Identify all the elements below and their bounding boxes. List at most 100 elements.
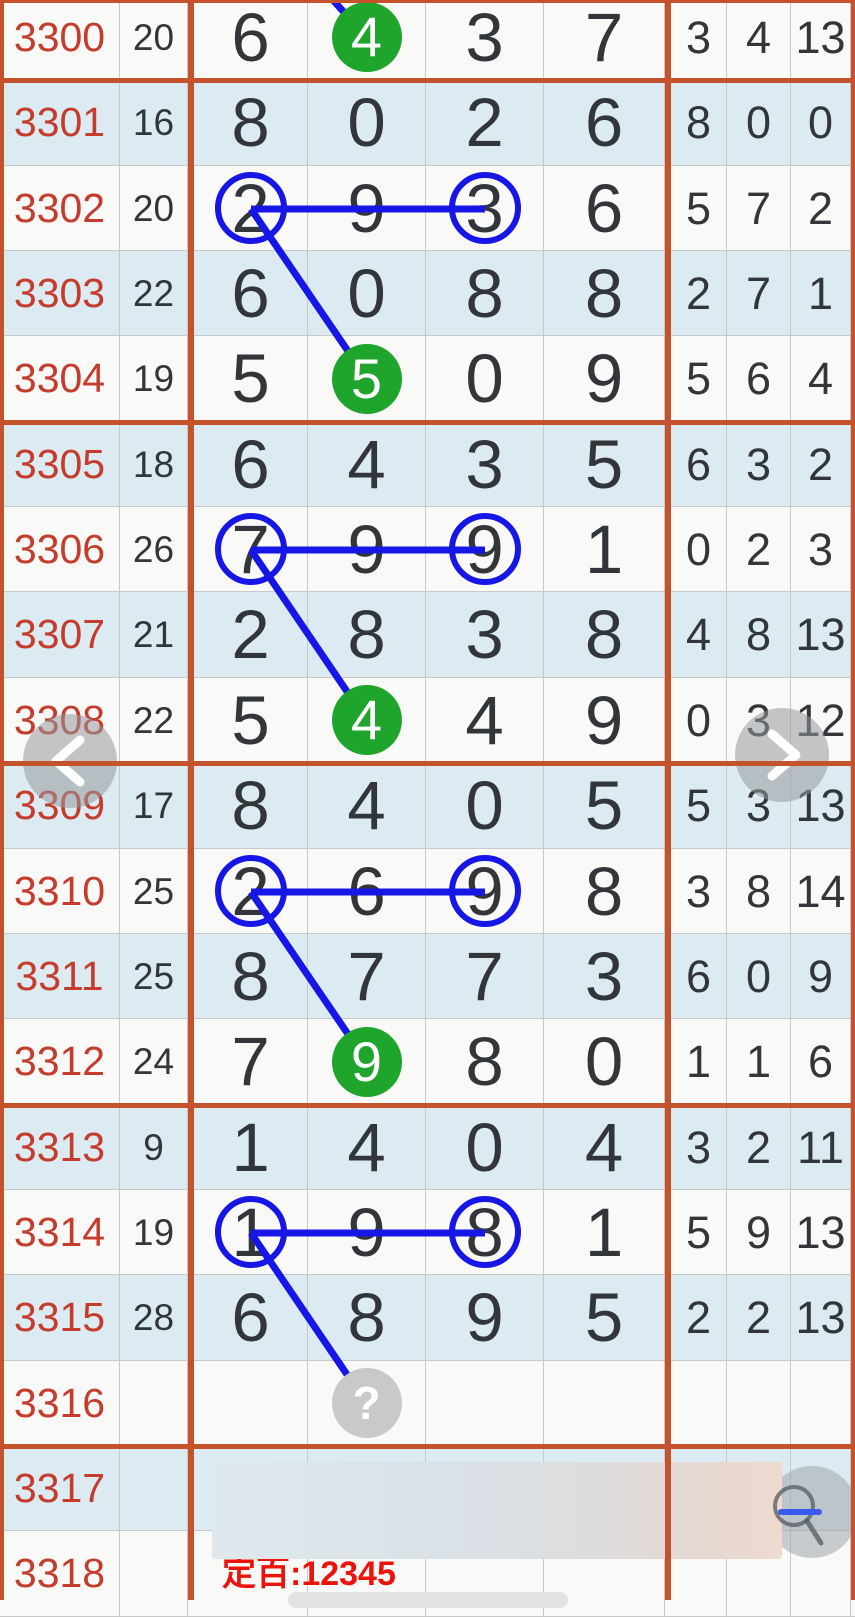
cell-value: 2 bbox=[685, 267, 712, 319]
cell-value: 26 bbox=[132, 528, 175, 570]
small-stat-cell: 2 bbox=[671, 251, 727, 335]
big-digit-cell: 2 bbox=[194, 166, 308, 250]
cell-value: 5 bbox=[584, 767, 624, 844]
big-digit-cell bbox=[194, 1361, 308, 1445]
big-digit-cell: 3 bbox=[426, 592, 544, 677]
big-digit-cell: 9 bbox=[308, 166, 426, 250]
cell-value: 17 bbox=[132, 785, 175, 826]
big-digit-cell: 2 bbox=[194, 592, 308, 677]
period-cell: 3313 bbox=[0, 1105, 120, 1189]
big-digit-cell: 3 bbox=[544, 934, 665, 1018]
small-stat-cell bbox=[727, 1361, 791, 1445]
cell-value: 18 bbox=[132, 443, 175, 485]
big-digit-cell: 6 bbox=[544, 166, 665, 250]
small-stat-cell: 14 bbox=[791, 849, 851, 933]
sum-cell: 24 bbox=[120, 1019, 188, 1104]
cell-value: 3301 bbox=[13, 99, 106, 145]
big-digit-cell bbox=[426, 1361, 544, 1445]
green-hit-disc: 4 bbox=[331, 685, 402, 755]
cell-value: 2 bbox=[745, 1292, 772, 1343]
cell-value: 9 bbox=[347, 510, 386, 588]
sum-cell: 25 bbox=[120, 934, 188, 1018]
cell-value: 4 bbox=[584, 1108, 624, 1186]
big-digit-cell: 4 bbox=[308, 678, 426, 762]
cell-value: 3317 bbox=[13, 1464, 106, 1511]
cell-value: 6 bbox=[231, 254, 270, 332]
small-stat-cell: 3 bbox=[671, 1105, 727, 1189]
cell-value: 4 bbox=[347, 1108, 386, 1186]
cell-value: 3304 bbox=[13, 355, 106, 401]
big-digit-cell bbox=[544, 1361, 665, 1445]
cell-value: 9 bbox=[347, 1193, 386, 1271]
big-digit-cell: 4 bbox=[308, 0, 426, 79]
cell-value: 3 bbox=[685, 11, 712, 63]
fixed-hundred-label: 定百:12345 bbox=[222, 1555, 396, 1593]
table-row: 3300 20 6 4 3 7 3 4 13 bbox=[0, 0, 855, 80]
big-digit-cell: 5 bbox=[544, 1275, 665, 1360]
next-page-button[interactable] bbox=[735, 708, 829, 802]
cell-value: 0 bbox=[465, 767, 504, 844]
cell-value: 8 bbox=[584, 852, 624, 930]
toast-bar bbox=[288, 1592, 568, 1608]
table-row: 3307 21 2 8 3 8 4 8 13 bbox=[0, 592, 855, 678]
big-digit-cell: 2 bbox=[194, 849, 308, 933]
big-digit-cell: 9 bbox=[308, 507, 426, 591]
big-digit-cell: 8 bbox=[426, 1190, 544, 1274]
small-stat-cell: 6 bbox=[791, 1019, 851, 1104]
small-stat-cell: 3 bbox=[671, 0, 727, 79]
period-cell: 3314 bbox=[0, 1190, 120, 1274]
table-row: 3301 16 8 0 2 6 8 0 0 bbox=[0, 80, 855, 166]
cell-value: 5 bbox=[584, 1279, 624, 1356]
cell-value: 3316 bbox=[13, 1379, 106, 1426]
big-digit-cell: 1 bbox=[194, 1105, 308, 1189]
big-digit-cell: 7 bbox=[308, 934, 426, 1018]
big-digit-cell bbox=[194, 1531, 308, 1616]
table-row: 3315 28 6 8 9 5 2 2 13 bbox=[0, 1275, 855, 1361]
period-cell: 3307 bbox=[0, 592, 120, 677]
cell-value: 2 bbox=[745, 523, 772, 575]
cell-value: 8 bbox=[231, 767, 270, 844]
cell-value: 7 bbox=[347, 937, 386, 1015]
cell-value: 8 bbox=[465, 254, 504, 332]
cell-value: 9 bbox=[143, 1126, 164, 1168]
cell-value: 0 bbox=[465, 340, 504, 417]
cell-value: 13 bbox=[795, 11, 846, 63]
big-digit-cell: 7 bbox=[426, 934, 544, 1018]
sum-cell bbox=[120, 1446, 188, 1530]
sum-cell: 26 bbox=[120, 507, 188, 591]
small-stat-cell: 2 bbox=[727, 1275, 791, 1360]
small-stat-cell bbox=[671, 1361, 727, 1445]
cell-value: 0 bbox=[807, 97, 834, 148]
small-stat-cell: 7 bbox=[727, 166, 791, 250]
cell-value: 3 bbox=[465, 425, 504, 503]
cell-value: 0 bbox=[347, 254, 386, 332]
cell-value: 5 bbox=[685, 182, 712, 234]
small-stat-cell bbox=[791, 1531, 851, 1616]
cell-value: 4 bbox=[685, 609, 712, 660]
green-hit-disc: 4 bbox=[331, 2, 402, 72]
cell-value: 6 bbox=[685, 950, 712, 1002]
big-digit-cell: 8 bbox=[426, 1019, 544, 1104]
small-stat-cell: 13 bbox=[791, 1275, 851, 1360]
cell-value: 13 bbox=[795, 1206, 846, 1258]
cell-value: 22 bbox=[132, 272, 175, 314]
cell-value: 8 bbox=[745, 609, 772, 660]
cell-value: 20 bbox=[132, 16, 175, 58]
group-divider-horizontal bbox=[0, 78, 855, 83]
sum-cell: 9 bbox=[120, 1105, 188, 1189]
cell-value: 16 bbox=[132, 102, 175, 143]
big-digit-cell: 9 bbox=[544, 336, 665, 421]
big-digit-cell: 0 bbox=[308, 251, 426, 335]
cell-value: 1 bbox=[231, 1108, 270, 1186]
cell-value: 8 bbox=[347, 596, 386, 673]
small-stat-cell: 9 bbox=[791, 934, 851, 1018]
small-stat-cell: 2 bbox=[727, 1105, 791, 1189]
small-stat-cell: 6 bbox=[671, 934, 727, 1018]
period-cell: 3317 bbox=[0, 1446, 120, 1530]
cell-value: 2 bbox=[685, 1292, 712, 1343]
big-digit-cell: 9 bbox=[426, 849, 544, 933]
small-stat-cell: 11 bbox=[791, 1105, 851, 1189]
cell-value: 8 bbox=[465, 1023, 504, 1100]
big-digit-cell: 8 bbox=[308, 592, 426, 677]
cell-value: 3313 bbox=[13, 1123, 106, 1170]
